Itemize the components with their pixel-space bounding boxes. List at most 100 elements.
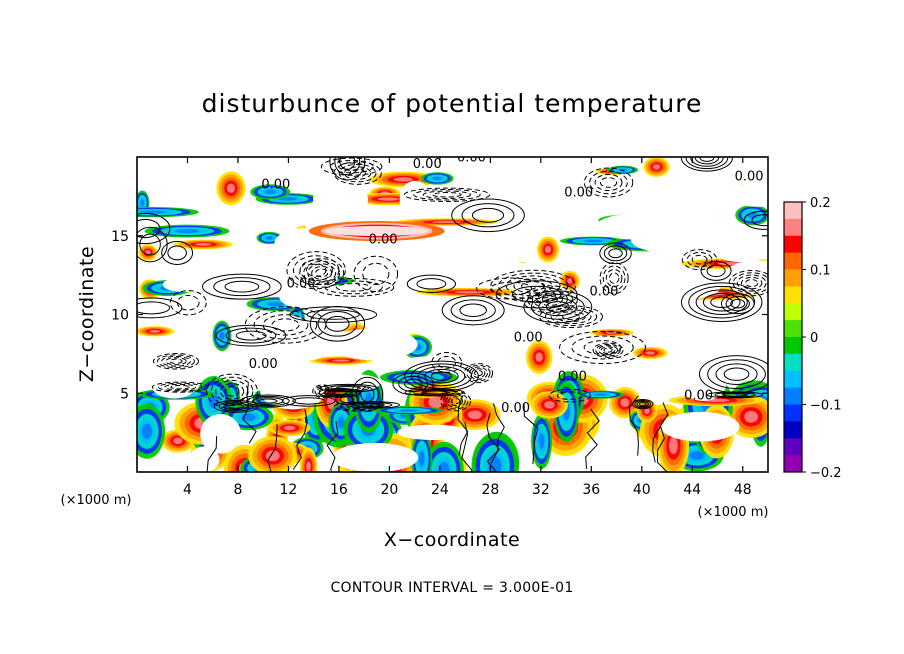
- contour-positive: [317, 310, 358, 337]
- field-white-cell: [616, 304, 673, 331]
- colorbar-segment: [784, 303, 802, 321]
- colorbar-tick-label: 0.1: [810, 264, 831, 279]
- contour-negative: [432, 192, 462, 198]
- contour-positive: [225, 327, 277, 344]
- x-tick-label: 44: [683, 482, 701, 498]
- colorbar-segment: [784, 353, 802, 372]
- field-band: [140, 199, 145, 207]
- contour-positive: [730, 298, 746, 309]
- contour-positive: [252, 397, 284, 405]
- colorbar-segment: [784, 269, 802, 287]
- contour-positive: [167, 245, 187, 261]
- field-white-cell: [660, 411, 740, 442]
- contour-negative: [594, 173, 623, 192]
- contour-negative: [338, 163, 377, 183]
- contour-positive: [722, 393, 748, 397]
- contour-negative: [592, 342, 624, 358]
- contour-positive: [327, 384, 370, 392]
- contour-positive: [325, 315, 350, 332]
- field-band: [175, 229, 199, 233]
- contour-label: 0.00: [558, 370, 587, 385]
- contour-negative: [603, 347, 613, 353]
- contour-negative: [463, 363, 494, 384]
- contour-negative: [476, 277, 546, 300]
- contour-negative: [583, 167, 634, 198]
- field-patch-low: [283, 425, 296, 431]
- contour-interval-text: CONTOUR INTERVAL = 3.000E-01: [330, 580, 573, 596]
- contour-negative: [536, 292, 563, 306]
- contour-negative: [315, 268, 329, 278]
- contour-negative: [244, 306, 327, 344]
- x-tick-label: 40: [633, 482, 651, 498]
- contour-negative: [471, 368, 486, 378]
- field-patch-low: [620, 398, 630, 407]
- contour-positive: [451, 198, 525, 233]
- contour-positive: [319, 383, 378, 393]
- field-white-cell: [279, 284, 325, 309]
- contour-label: 0.00: [249, 357, 278, 372]
- contour-negative: [550, 309, 592, 325]
- contour-negative: [157, 354, 195, 369]
- contour-negative: [548, 388, 591, 403]
- field-patch-low: [141, 423, 153, 440]
- contour-positive: [202, 273, 282, 300]
- field-white-cell: [397, 424, 469, 440]
- field-band: [332, 359, 350, 362]
- field-band: [593, 393, 608, 396]
- field-patch-low: [689, 451, 705, 460]
- contour-positive: [459, 303, 487, 318]
- contour-positive: [228, 403, 244, 409]
- contour-positive: [139, 233, 161, 256]
- contour-positive: [239, 394, 296, 408]
- contour-low-level: [242, 383, 257, 444]
- contour-negative: [153, 353, 199, 370]
- contour-positive: [137, 212, 171, 245]
- field-band: [145, 250, 151, 255]
- contour-negative: [340, 403, 374, 411]
- colorbar-segment: [784, 235, 802, 254]
- contour-positive: [306, 309, 360, 320]
- z-unit-label: (×1000 m): [698, 505, 769, 520]
- x-tick-label: 12: [280, 482, 298, 498]
- contour-positive: [450, 299, 496, 322]
- contour-negative: [165, 357, 187, 366]
- y-tick-label: 10: [111, 308, 129, 324]
- contour-positive: [424, 368, 459, 384]
- contour-positive: [224, 280, 260, 293]
- colorbar-tick-label: −0.1: [810, 399, 842, 414]
- contour-negative: [440, 390, 472, 412]
- field-white-cell: [727, 186, 768, 207]
- contour-positive: [700, 260, 732, 281]
- contour-negative: [307, 263, 337, 283]
- contour-low-level: [461, 422, 473, 472]
- contour-positive: [421, 390, 448, 395]
- contour-label: 0.00: [735, 170, 764, 185]
- contour-negative: [448, 396, 463, 406]
- contour-positive: [720, 293, 755, 315]
- field-band: [432, 221, 462, 224]
- contour-positive: [403, 378, 423, 390]
- contour-negative: [362, 262, 390, 285]
- field-band: [645, 351, 656, 355]
- field-patch-low: [173, 437, 183, 445]
- x-tick-label: 24: [431, 482, 449, 498]
- contour-positive: [636, 401, 649, 408]
- contour-negative: [169, 358, 183, 364]
- contour-positive: [137, 218, 161, 239]
- contour-negative: [571, 335, 634, 360]
- contour-negative: [292, 255, 340, 286]
- field-white-cell: [228, 251, 283, 291]
- contour-low-level: [523, 404, 539, 465]
- contour-label: 0.00: [413, 157, 442, 172]
- contour-positive: [281, 395, 336, 407]
- contour-positive: [695, 289, 748, 315]
- contour-negative: [513, 278, 553, 294]
- contour-negative: [262, 314, 309, 336]
- field-band: [149, 329, 161, 333]
- colorbar-segment: [784, 387, 802, 405]
- colorbar-tick-label: 0: [810, 331, 818, 346]
- contour-low-level: [292, 409, 308, 470]
- field-patch-low: [644, 407, 650, 415]
- contour-positive: [335, 386, 362, 391]
- contour-label: 0.00: [514, 330, 543, 345]
